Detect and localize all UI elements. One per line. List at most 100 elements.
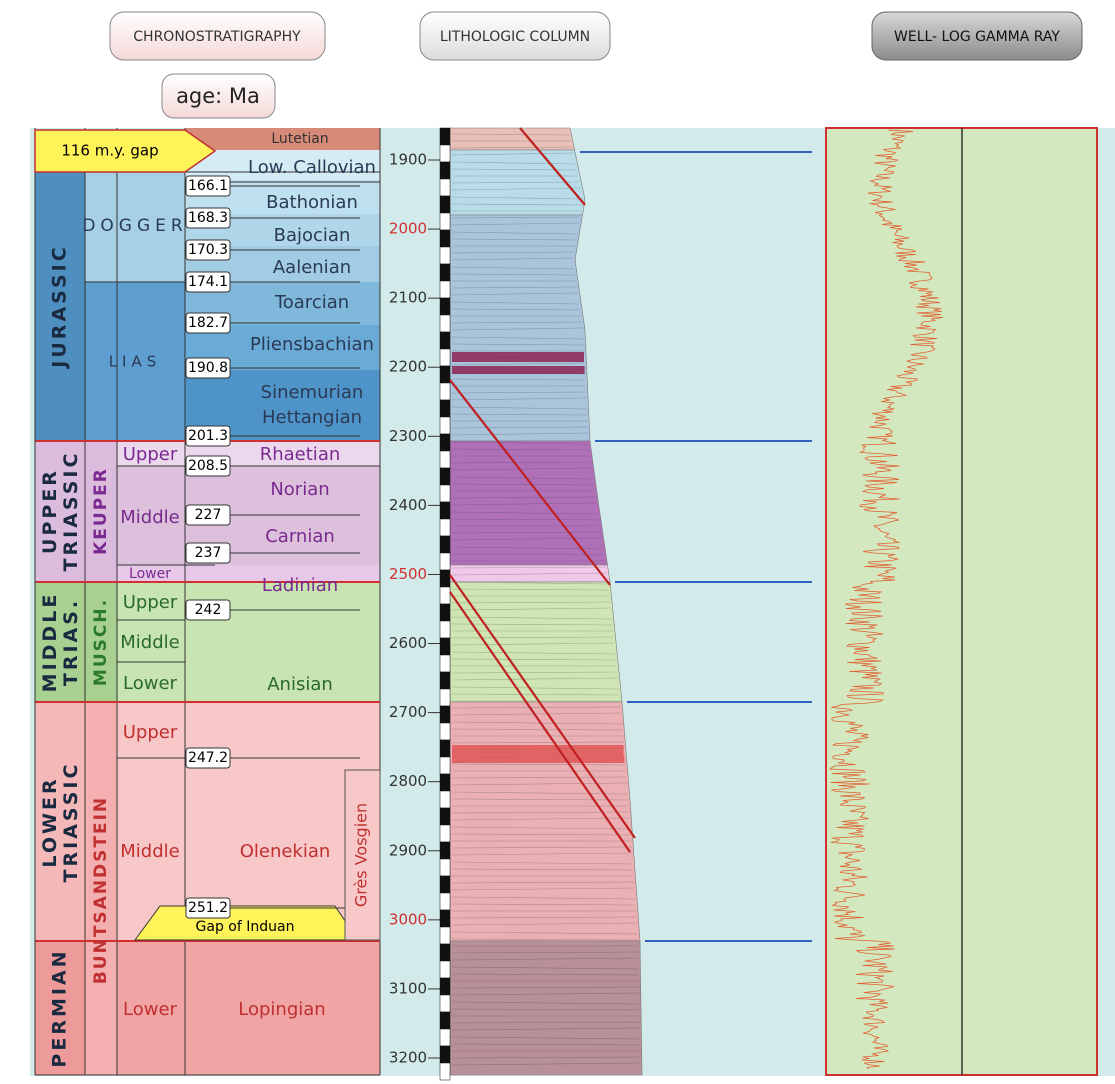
litho-texture bbox=[451, 266, 575, 270]
header-box bbox=[109, 11, 326, 61]
ruler-seg bbox=[439, 756, 451, 775]
litho-texture bbox=[451, 467, 592, 471]
ruler-seg bbox=[439, 875, 451, 894]
stage-label: Toarcian bbox=[274, 292, 349, 313]
litho-texture bbox=[451, 292, 579, 296]
formation-box bbox=[344, 769, 381, 941]
litho-texture bbox=[451, 181, 580, 184]
litho-texture bbox=[451, 791, 628, 795]
litho-texture bbox=[451, 231, 578, 235]
litho-texture bbox=[451, 833, 631, 836]
litho-texture bbox=[451, 651, 616, 655]
stage-label: Sinemurian bbox=[261, 382, 364, 403]
litho-texture bbox=[451, 203, 583, 206]
litho-texture bbox=[451, 187, 581, 191]
system-label: UPPERTRIASSIC bbox=[39, 451, 82, 572]
litho-texture bbox=[451, 152, 574, 156]
litho-texture bbox=[451, 216, 581, 219]
age-label: 201.3 bbox=[188, 428, 228, 444]
subseries-label: Middle bbox=[120, 841, 179, 862]
litho-texture bbox=[451, 903, 636, 906]
ruler-seg bbox=[439, 416, 451, 435]
litho-texture bbox=[451, 1062, 640, 1066]
ruler-seg bbox=[439, 739, 451, 758]
ruler-seg bbox=[439, 246, 451, 265]
ruler-seg bbox=[439, 1011, 451, 1030]
age-label: 168.3 bbox=[188, 210, 228, 226]
fault-line bbox=[449, 574, 636, 839]
unit-fill bbox=[85, 702, 117, 1075]
ruler-seg bbox=[439, 212, 451, 231]
ruler-seg bbox=[439, 637, 451, 656]
system-label: PERMIAN bbox=[49, 948, 71, 1067]
ruler-seg bbox=[439, 994, 451, 1013]
litho-texture bbox=[451, 1008, 640, 1011]
litho-texture bbox=[451, 161, 576, 165]
age-box bbox=[185, 175, 231, 197]
depth-label: 2500 bbox=[389, 565, 427, 583]
unit-fill bbox=[117, 565, 380, 582]
litho-texture bbox=[451, 496, 596, 499]
series-label: DOGGER bbox=[82, 216, 187, 236]
litho-texture bbox=[451, 432, 588, 436]
litho-texture bbox=[451, 887, 635, 891]
unit-fill bbox=[185, 150, 380, 180]
age-box bbox=[185, 357, 231, 379]
litho-texture bbox=[451, 693, 620, 696]
ruler-seg bbox=[439, 382, 451, 401]
unit-fill bbox=[35, 582, 117, 702]
litho-texture bbox=[451, 826, 630, 830]
age-label: 170.3 bbox=[188, 242, 228, 258]
series-label: LIAS bbox=[109, 353, 162, 371]
litho-texture bbox=[451, 518, 599, 521]
ruler-seg bbox=[439, 331, 451, 350]
age-label: 190.8 bbox=[188, 360, 228, 376]
depth-label: 2900 bbox=[389, 841, 427, 859]
litho-texture bbox=[451, 916, 637, 919]
formation-label: Grès Vosgien bbox=[352, 803, 371, 907]
litho-texture bbox=[451, 238, 577, 241]
ruler-seg bbox=[439, 535, 451, 554]
gap-label: 116 m.y. gap bbox=[61, 142, 158, 160]
ruler-seg bbox=[439, 263, 451, 282]
litho-texture bbox=[451, 1021, 640, 1024]
stage-label: Aalenian bbox=[273, 257, 351, 278]
depth-label: 2300 bbox=[389, 427, 427, 445]
depth-label: 2600 bbox=[389, 634, 427, 652]
ruler-seg bbox=[439, 586, 451, 605]
ruler-seg bbox=[439, 161, 451, 180]
ruler-seg bbox=[439, 144, 451, 163]
ruler-seg bbox=[439, 195, 451, 214]
age-box bbox=[185, 599, 231, 621]
litho-texture bbox=[451, 196, 583, 200]
stage-label: Carnian bbox=[265, 526, 335, 547]
litho-texture bbox=[451, 537, 602, 541]
age-label: 242 bbox=[195, 602, 222, 618]
fault-line bbox=[519, 127, 586, 206]
litho-bed bbox=[452, 745, 624, 755]
litho-bed bbox=[452, 352, 584, 362]
stage-label: Bajocian bbox=[274, 225, 351, 246]
unit-fill bbox=[117, 582, 380, 702]
gap-label: Gap of Induan bbox=[196, 919, 295, 935]
unit-fill bbox=[35, 172, 85, 441]
litho-texture bbox=[451, 1056, 640, 1059]
litho-texture bbox=[451, 553, 604, 556]
fault-line bbox=[449, 591, 631, 853]
litho-texture bbox=[451, 406, 587, 410]
ruler-seg bbox=[439, 892, 451, 911]
litho-texture bbox=[451, 448, 590, 451]
litho-texture bbox=[451, 441, 589, 445]
litho-bed bbox=[452, 366, 585, 374]
litho-texture bbox=[451, 133, 570, 136]
unit-fill bbox=[85, 282, 185, 441]
litho-texture bbox=[451, 852, 632, 856]
age-box bbox=[185, 455, 231, 477]
litho-texture bbox=[451, 677, 618, 681]
depth-label: 2200 bbox=[389, 358, 427, 376]
depth-label: 2700 bbox=[389, 703, 427, 721]
header-box bbox=[871, 11, 1083, 61]
litho-texture bbox=[451, 566, 606, 569]
subseries-label: Upper bbox=[123, 722, 178, 743]
ruler-seg bbox=[439, 688, 451, 707]
